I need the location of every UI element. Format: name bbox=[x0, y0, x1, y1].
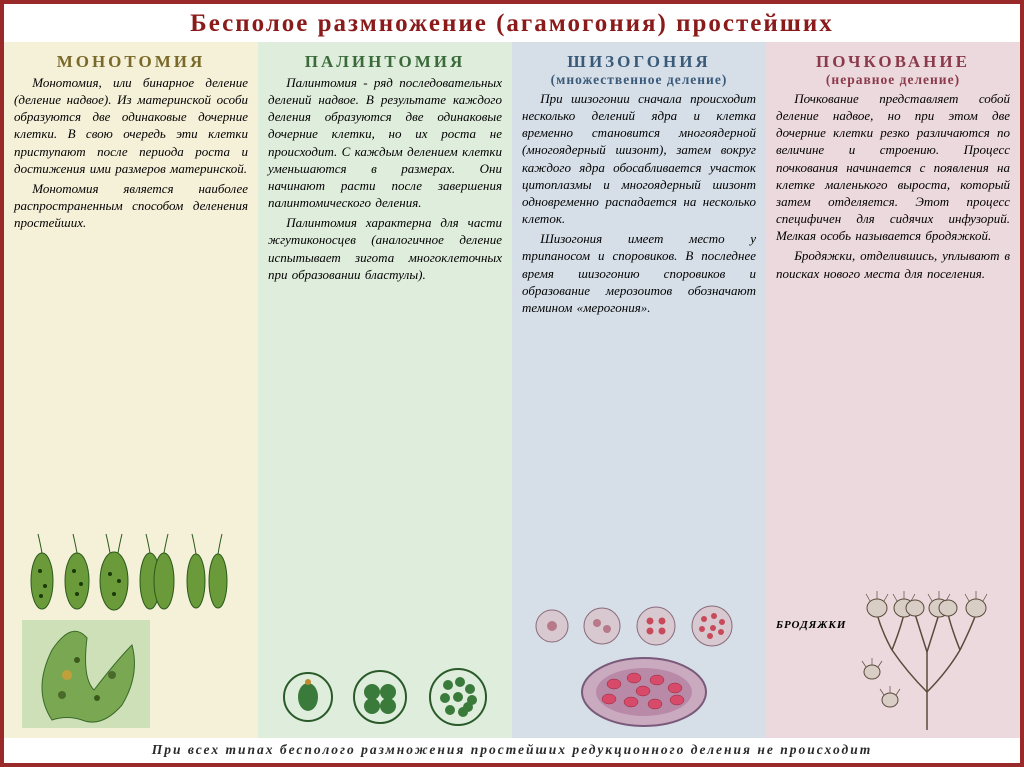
col-body: Монотомия, или бинарное деление (деление… bbox=[14, 74, 248, 732]
column-pochkovanie: ПОЧКОВАНИЕ (неравное деление) Почкование… bbox=[766, 42, 1020, 738]
col-title: ШИЗОГОНИЯ bbox=[522, 48, 756, 74]
caption-brodazhki: БРОДЯЖКИ bbox=[776, 619, 846, 631]
paragraph: Палинтомия характерна для части жгутикон… bbox=[268, 214, 502, 283]
columns-container: МОНОТОМИЯ Монотомия, или бинарное делени… bbox=[4, 42, 1020, 738]
paragraph: Палинтомия - ряд последовательных делени… bbox=[268, 74, 502, 211]
col-title: ПОЧКОВАНИЕ bbox=[776, 48, 1010, 74]
col-body: Почкование представляет собой деление на… bbox=[776, 90, 1010, 732]
illustration-pochkovanie: БРОДЯЖКИ bbox=[776, 562, 1010, 732]
illustration-shizogonia bbox=[522, 562, 756, 732]
col-subtitle: (неравное деление) bbox=[776, 72, 1010, 88]
footer-note: При всех типах бесполого размножения про… bbox=[4, 738, 1020, 763]
paragraph: Почкование представляет собой деление на… bbox=[776, 90, 1010, 244]
column-monotomia: МОНОТОМИЯ Монотомия, или бинарное делени… bbox=[4, 42, 258, 738]
main-title: Бесполое размножение (агамогония) просте… bbox=[4, 4, 1020, 42]
paragraph: Бродяжки, отделившись, уплывают в поиска… bbox=[776, 247, 1010, 281]
col-title: МОНОТОМИЯ bbox=[14, 48, 248, 74]
col-body: Палинтомия - ряд последовательных делени… bbox=[268, 74, 502, 732]
column-palintomia: ПАЛИНТОМИЯ Палинтомия - ряд последовател… bbox=[258, 42, 512, 738]
paragraph: Шизогония имеет место у трипаносом и спо… bbox=[522, 230, 756, 316]
paragraph: Монотомия является наиболее распростране… bbox=[14, 180, 248, 231]
column-shizogonia: ШИЗОГОНИЯ (множественное деление) При ши… bbox=[512, 42, 766, 738]
col-title: ПАЛИНТОМИЯ bbox=[268, 48, 502, 74]
illustration-palintomia bbox=[268, 562, 502, 732]
col-body: При шизогонии сначала происходит несколь… bbox=[522, 90, 756, 732]
page: Бесполое размножение (агамогония) просте… bbox=[0, 0, 1024, 767]
paragraph: При шизогонии сначала происходит несколь… bbox=[522, 90, 756, 227]
illustration-monotomia bbox=[14, 526, 248, 732]
paragraph: Монотомия, или бинарное деление (деление… bbox=[14, 74, 248, 177]
col-subtitle: (множественное деление) bbox=[522, 72, 756, 88]
